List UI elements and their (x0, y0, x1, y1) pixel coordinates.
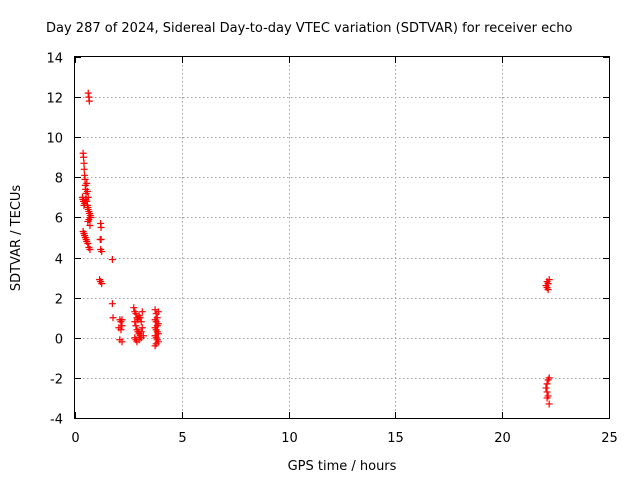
data-point (117, 326, 125, 334)
y-tick-label: 2 (55, 293, 63, 308)
x-tick-label: 25 (601, 431, 618, 446)
x-tick-label: 20 (494, 431, 511, 446)
x-tick-label: 10 (281, 431, 298, 446)
data-point (118, 316, 126, 324)
y-tick-label: 10 (46, 132, 63, 147)
data-point (83, 197, 91, 205)
axis-ticks (75, 57, 610, 419)
y-tick-label: 8 (55, 172, 63, 187)
data-point (543, 380, 551, 388)
y-tick-label: -2 (50, 373, 63, 388)
data-point (118, 338, 126, 346)
data-point (137, 328, 145, 336)
y-tick-label: 14 (46, 52, 63, 67)
data-point (84, 240, 92, 248)
data-point (85, 97, 93, 105)
y-tick-label: -4 (50, 413, 63, 428)
x-tick-label: 5 (178, 431, 186, 446)
data-point (118, 322, 126, 330)
data-point (81, 175, 89, 183)
x-axis-label: GPS time / hours (288, 459, 397, 474)
data-point (108, 256, 116, 264)
data-point (131, 318, 139, 326)
data-point (80, 159, 88, 167)
data-point (98, 280, 106, 288)
data-point (543, 278, 551, 286)
data-point (543, 394, 551, 402)
data-point (108, 300, 116, 308)
data-point (545, 400, 553, 408)
data-point (154, 320, 162, 328)
data-point (97, 223, 105, 231)
data-point (137, 318, 145, 326)
grid-lines (75, 57, 609, 418)
data-point (97, 236, 105, 244)
y-tick-label: 0 (55, 333, 63, 348)
tick-labels: 0 5 10 15 20 25 -4 -2 0 2 4 6 8 10 12 14 (46, 52, 617, 447)
chart-title: Day 287 of 2024, Sidereal Day-to-day VTE… (46, 21, 573, 36)
data-point (151, 342, 159, 350)
plot-frame (74, 56, 610, 419)
data-point (545, 374, 553, 382)
data-point (86, 221, 94, 229)
data-point (139, 332, 147, 340)
x-tick-label: 0 (71, 431, 79, 446)
y-axis-label: SDTVAR / TECUs (9, 185, 24, 292)
data-point (84, 89, 92, 97)
data-point (83, 187, 91, 195)
data-point (130, 304, 138, 312)
data-point (98, 248, 106, 256)
data-point (154, 308, 162, 316)
data-point (138, 324, 146, 332)
y-tick-label: 12 (46, 92, 63, 107)
data-point (544, 286, 552, 294)
data-point (109, 314, 117, 322)
data-point (543, 388, 551, 396)
data-point (85, 215, 93, 223)
data-point (83, 179, 91, 187)
x-tick-label: 15 (387, 431, 404, 446)
data-point (84, 193, 92, 201)
data-point (136, 314, 144, 322)
data-point (542, 384, 550, 392)
y-tick-label: 4 (55, 253, 63, 268)
data-point (80, 165, 88, 173)
data-point (132, 322, 140, 330)
data-point (138, 308, 146, 316)
data-points (78, 89, 553, 408)
data-point (80, 153, 88, 161)
data-point (86, 246, 94, 254)
y-tick-label: 6 (55, 212, 63, 227)
